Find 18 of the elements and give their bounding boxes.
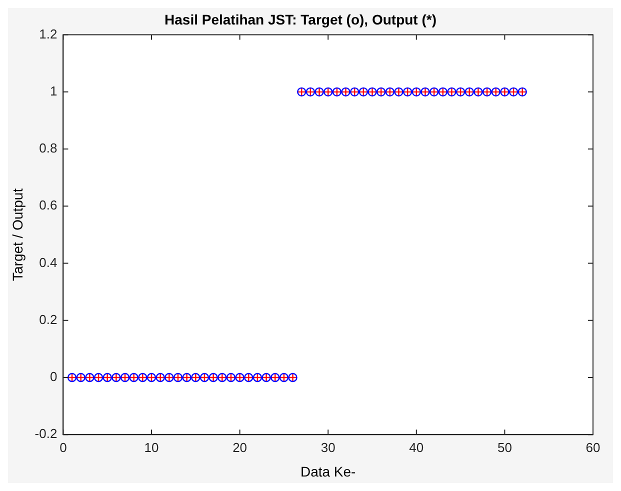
x-tick-label: 0 (60, 440, 67, 455)
y-tick-label: 0 (50, 369, 58, 384)
y-tick-label: 0.8 (39, 140, 58, 156)
x-tick-label: 40 (409, 440, 424, 455)
x-tick-label: 10 (144, 440, 159, 455)
x-tick-label: 50 (497, 440, 512, 455)
y-axis-title: Target / Output (9, 188, 26, 282)
y-tick-label: 0.6 (39, 198, 58, 213)
y-tick-label: 0.2 (39, 312, 58, 327)
x-tick-label: 60 (586, 440, 600, 455)
y-tick-label: 1 (50, 83, 58, 98)
x-tick-label: 20 (232, 440, 248, 455)
y-tick-label: 0.4 (39, 254, 58, 270)
y-tick-label: -0.2 (34, 426, 58, 442)
y-tick-label: 1.2 (39, 26, 58, 42)
chart-title: Hasil Pelatihan JST: Target (o), Output (*) (164, 11, 436, 28)
x-tick-label: 30 (320, 440, 336, 455)
x-axis-title: Data Ke- (300, 463, 356, 480)
